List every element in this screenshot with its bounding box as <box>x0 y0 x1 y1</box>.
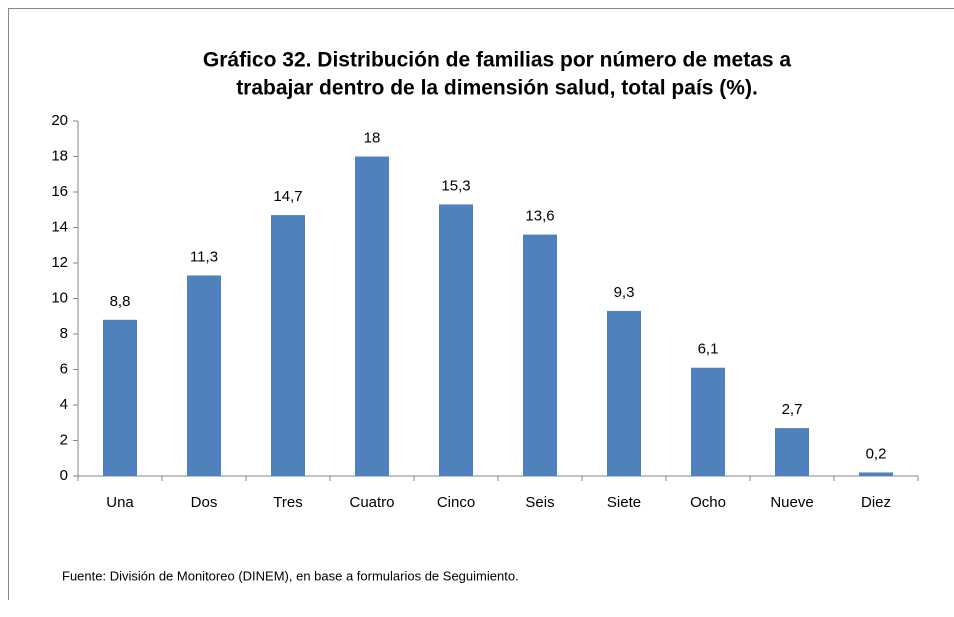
value-label: 18 <box>364 129 381 146</box>
x-tick-label: Una <box>106 494 134 511</box>
x-tick-label: Diez <box>861 494 891 511</box>
y-tick-label: 2 <box>60 431 68 448</box>
bar <box>271 215 305 476</box>
value-label: 8,8 <box>110 293 131 310</box>
y-tick-label: 18 <box>51 147 68 164</box>
bar <box>775 428 809 476</box>
y-tick-label: 16 <box>51 183 68 200</box>
chart-title: trabajar dentro de la dimensión salud, t… <box>236 77 758 100</box>
y-tick-label: 20 <box>51 112 68 129</box>
bar <box>607 310 641 476</box>
y-tick-label: 12 <box>51 254 68 271</box>
bar <box>523 234 557 476</box>
value-label: 9,3 <box>614 284 635 301</box>
y-tick-label: 10 <box>51 289 68 306</box>
x-tick-label: Cinco <box>437 494 475 511</box>
y-tick-label: 14 <box>51 218 68 235</box>
y-tick-label: 0 <box>60 467 68 484</box>
bar <box>439 204 473 477</box>
bar <box>187 275 221 476</box>
y-tick-label: 8 <box>60 325 68 342</box>
x-tick-label: Ocho <box>690 494 726 511</box>
value-label: 2,7 <box>782 401 803 418</box>
source-note: Fuente: División de Monitoreo (DINEM), e… <box>62 568 519 583</box>
x-tick-label: Siete <box>607 494 641 511</box>
frame <box>8 8 954 600</box>
bar <box>355 156 389 476</box>
bar <box>691 367 725 476</box>
bar <box>859 472 893 476</box>
x-tick-label: Dos <box>191 494 218 511</box>
value-label: 6,1 <box>698 341 719 358</box>
x-tick-label: Nueve <box>770 494 813 511</box>
x-tick-label: Tres <box>273 494 302 511</box>
value-label: 13,6 <box>525 208 554 225</box>
y-tick-label: 6 <box>60 360 68 377</box>
value-label: 11,3 <box>190 248 218 265</box>
value-label: 15,3 <box>441 177 470 194</box>
bar <box>103 319 137 476</box>
value-label: 0,2 <box>866 445 887 462</box>
value-label: 14,7 <box>273 188 302 205</box>
y-tick-label: 4 <box>60 396 68 413</box>
x-tick-label: Cuatro <box>349 494 394 511</box>
x-tick-label: Seis <box>525 494 554 511</box>
chart-title: Gráfico 32. Distribución de familias por… <box>203 49 791 72</box>
